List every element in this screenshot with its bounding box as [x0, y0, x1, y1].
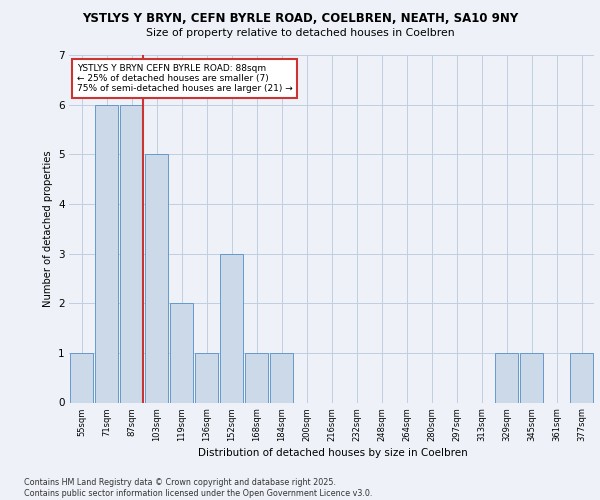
- Bar: [145, 154, 169, 402]
- Bar: [170, 303, 193, 402]
- Bar: [269, 353, 293, 403]
- Text: YSTLYS Y BRYN CEFN BYRLE ROAD: 88sqm
← 25% of detached houses are smaller (7)
75: YSTLYS Y BRYN CEFN BYRLE ROAD: 88sqm ← 2…: [77, 64, 293, 94]
- Bar: [569, 353, 593, 403]
- Text: YSTLYS Y BRYN, CEFN BYRLE ROAD, COELBREN, NEATH, SA10 9NY: YSTLYS Y BRYN, CEFN BYRLE ROAD, COELBREN…: [82, 12, 518, 26]
- Bar: [494, 353, 518, 403]
- Bar: [70, 353, 94, 403]
- Bar: [245, 353, 268, 403]
- Bar: [95, 104, 118, 403]
- Bar: [220, 254, 244, 402]
- Bar: [194, 353, 218, 403]
- Text: Contains HM Land Registry data © Crown copyright and database right 2025.
Contai: Contains HM Land Registry data © Crown c…: [24, 478, 373, 498]
- Text: Size of property relative to detached houses in Coelbren: Size of property relative to detached ho…: [146, 28, 454, 38]
- Text: Distribution of detached houses by size in Coelbren: Distribution of detached houses by size …: [198, 448, 468, 458]
- Y-axis label: Number of detached properties: Number of detached properties: [43, 150, 53, 307]
- Bar: [119, 104, 143, 403]
- Bar: [520, 353, 544, 403]
